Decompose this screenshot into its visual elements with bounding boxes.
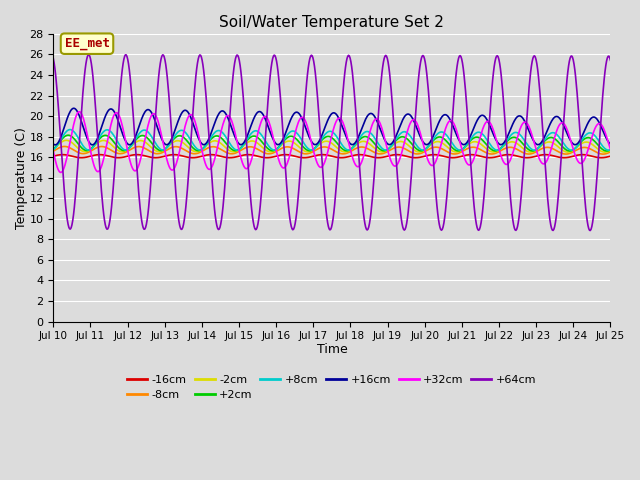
-8cm [49,148,57,154]
-16cm [607,153,614,159]
Line: -2cm: -2cm [53,140,611,152]
+16cm [70,106,77,111]
+16cm [204,137,212,143]
-2cm [49,146,57,152]
-8cm [401,145,408,151]
+16cm [60,124,68,130]
-16cm [118,155,125,160]
Legend: -16cm, -8cm, -2cm, +2cm, +8cm, +16cm, +32cm, +64cm: -16cm, -8cm, -2cm, +2cm, +8cm, +16cm, +3… [123,370,541,405]
-2cm [607,147,614,153]
-2cm [601,149,609,155]
+64cm [204,113,211,119]
+8cm [401,129,408,134]
+2cm [204,140,211,146]
+2cm [49,146,57,152]
+2cm [60,135,67,141]
+32cm [118,123,126,129]
+64cm [85,52,93,58]
+32cm [175,151,182,157]
+32cm [417,134,425,140]
-2cm [204,142,211,147]
+16cm [49,141,57,147]
-16cm [417,154,424,160]
+8cm [49,146,57,152]
+32cm [401,137,409,143]
+32cm [57,169,65,175]
-8cm [599,151,607,157]
+2cm [417,148,424,154]
+64cm [586,228,594,233]
+8cm [118,144,125,150]
Line: -16cm: -16cm [53,155,611,158]
Line: +8cm: +8cm [53,130,611,150]
-8cm [607,149,614,155]
-8cm [60,144,68,149]
+2cm [118,147,125,153]
+64cm [401,227,408,233]
+16cm [51,142,59,148]
-2cm [401,140,408,145]
+64cm [118,73,125,79]
Line: +32cm: +32cm [53,112,611,172]
+16cm [401,113,409,119]
-8cm [60,144,67,149]
+64cm [607,58,614,63]
+8cm [67,127,74,132]
-16cm [204,152,211,158]
-16cm [49,153,57,159]
+2cm [607,147,614,153]
+16cm [607,141,614,147]
+8cm [60,132,67,138]
+2cm [401,134,408,140]
-8cm [118,151,125,156]
+64cm [60,177,67,182]
Text: EE_met: EE_met [65,37,109,50]
+2cm [603,148,611,154]
+16cm [118,130,126,136]
Title: Soil/Water Temperature Set 2: Soil/Water Temperature Set 2 [220,15,444,30]
-8cm [174,144,182,150]
-16cm [401,153,408,158]
Line: +16cm: +16cm [53,108,611,145]
+8cm [607,147,614,153]
+8cm [605,147,612,153]
+32cm [76,109,84,115]
+32cm [49,148,57,154]
-16cm [597,155,605,161]
+8cm [204,140,211,146]
+32cm [60,165,68,170]
+8cm [174,129,182,135]
Y-axis label: Temperature (C): Temperature (C) [15,127,28,228]
Line: +2cm: +2cm [53,135,611,151]
Line: +64cm: +64cm [53,55,611,230]
-2cm [60,138,67,144]
+16cm [417,136,425,142]
+2cm [64,132,72,138]
-2cm [174,138,182,144]
+8cm [417,146,424,152]
+64cm [174,213,182,218]
-16cm [59,152,67,157]
+32cm [204,166,212,172]
-2cm [63,137,70,143]
-16cm [174,152,182,158]
-16cm [60,152,68,157]
+32cm [607,146,614,152]
X-axis label: Time: Time [317,343,348,356]
+64cm [49,56,57,61]
-2cm [118,149,125,155]
-8cm [417,151,424,156]
-8cm [204,145,211,151]
+16cm [175,116,182,122]
-2cm [417,149,424,155]
+64cm [417,59,424,65]
+2cm [174,133,182,139]
Line: -8cm: -8cm [53,146,611,154]
